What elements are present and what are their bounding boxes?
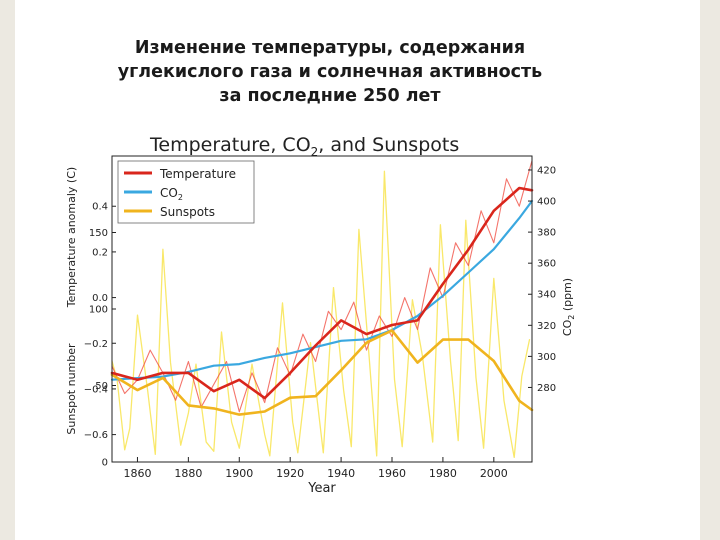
x-tick-label-2000: 2000 <box>480 467 508 480</box>
temp-tick-label-4: −0.4 <box>84 384 108 395</box>
co2-tick-label-7: 280 <box>537 383 556 394</box>
co2-axis-label-main: CO <box>561 319 574 336</box>
temp-tick-label-3: −0.2 <box>84 339 108 350</box>
x-axis-label: Year <box>307 481 336 496</box>
slide-title: Изменение температуры, содержания углеки… <box>40 36 620 108</box>
right-decor-bar <box>700 0 720 540</box>
series-line-sunspots-smoothed <box>110 329 534 416</box>
x-tick-label-1980: 1980 <box>429 467 457 480</box>
series-line-sunspots-annual <box>111 170 531 459</box>
chart-title-main: Temperature, CO <box>149 134 311 156</box>
temperature-axis-label: Temperature anomaly (C) <box>65 167 78 308</box>
co2-tick-label-1: 400 <box>537 197 556 208</box>
co2-tick-label-0: 420 <box>537 165 556 176</box>
co2-tick-label-5: 320 <box>537 321 556 332</box>
temp-tick-label-5: −0.6 <box>84 430 108 441</box>
x-tick-label-1940: 1940 <box>327 467 355 480</box>
co2-tick-label-6: 300 <box>537 352 556 363</box>
legend-label-co2: CO2 <box>160 186 183 202</box>
temp-tick-label-0: 0.4 <box>92 202 108 213</box>
x-tick-label-1920: 1920 <box>276 467 304 480</box>
co2-axis-label-sub: 2 <box>567 315 576 320</box>
temp-tick-label-1: 0.2 <box>92 247 108 258</box>
series-line-temperature-smoothed <box>110 186 534 400</box>
sunspot-tick-label-3: 0 <box>102 458 108 469</box>
x-tick-label-1880: 1880 <box>174 467 202 480</box>
co2-axis-label-tail: (ppm) <box>561 278 574 315</box>
x-tick-label-1960: 1960 <box>378 467 406 480</box>
chart-svg: Temperature, CO2, and Sunspots 1860 1880 1… <box>65 134 576 496</box>
co2-tick-label-2: 380 <box>537 228 556 239</box>
legend-label-sunspots: Sunspots <box>160 205 215 219</box>
x-tick-label-1860: 1860 <box>123 467 151 480</box>
series-line-co2 <box>110 199 534 381</box>
co2-tick-label-3: 360 <box>537 259 556 270</box>
sunspot-tick-label-2: 50 <box>95 381 108 392</box>
chart-title-tail: , and Sunspots <box>318 134 459 156</box>
chart-frame: Temperature, CO2, and Sunspots 1860 1880 1… <box>44 117 587 500</box>
x-tick-label-1900: 1900 <box>225 467 253 480</box>
slide-title-line-3: за последние 250 лет <box>219 86 441 106</box>
left-decor-bar <box>0 0 15 540</box>
chart-title-sub: 2 <box>311 145 319 159</box>
chart-title: Temperature, CO2, and Sunspots <box>149 134 459 159</box>
temp-tick-label-2: 0.0 <box>92 293 108 304</box>
co2-axis-label: CO2 (ppm) <box>561 278 576 336</box>
sunspot-tick-label-1: 100 <box>89 305 108 316</box>
axes-layer: 1860 1880 1900 1920 1940 1960 1980 2000 0.4 0.2 0.… <box>84 165 556 480</box>
legend-label-co2-sub: 2 <box>178 193 183 202</box>
series-layer <box>110 160 534 459</box>
legend-label-temperature: Temperature <box>159 167 236 181</box>
co2-tick-label-4: 340 <box>537 290 556 301</box>
slide-title-line-1: Изменение температуры, содержания <box>134 38 526 58</box>
sunspot-tick-label-0: 150 <box>89 228 108 239</box>
sunspot-axis-label: Sunspot number <box>65 343 78 435</box>
series-line-temperature-annual <box>111 160 533 413</box>
legend: Temperature CO2 Sunspots <box>117 160 255 224</box>
legend-label-co2-main: CO <box>160 186 178 200</box>
slide-title-line-2: углекислого газа и солнечная активность <box>117 62 543 82</box>
